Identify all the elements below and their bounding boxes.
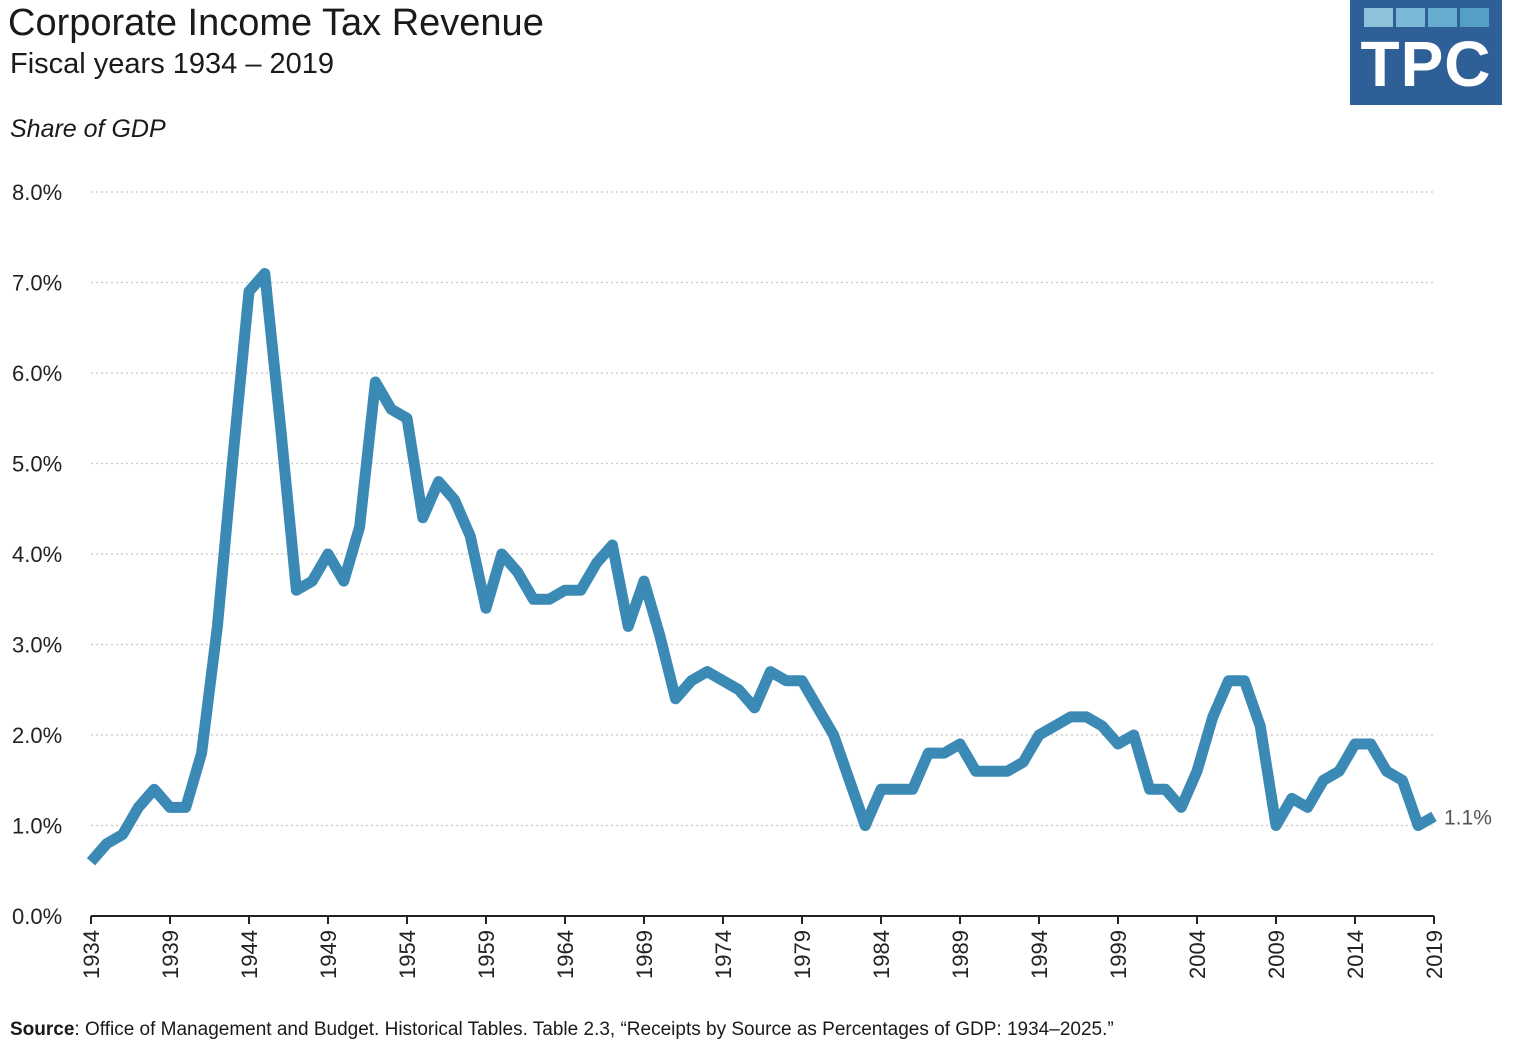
- y-tick-label: 7.0%: [12, 271, 62, 296]
- x-tick-label: 1959: [474, 930, 499, 979]
- y-tick-label: 8.0%: [12, 180, 62, 205]
- series-line: [86, 268, 1437, 866]
- x-tick-label: 1969: [632, 930, 657, 979]
- tpc-logo: TPC: [1350, 0, 1502, 105]
- x-tick-label: 1994: [1027, 930, 1052, 979]
- logo-square-3: [1428, 8, 1457, 27]
- x-tick-label: 1944: [237, 930, 262, 979]
- end-value-label: 1.1%: [1444, 806, 1492, 829]
- x-tick-label: 1964: [553, 930, 578, 979]
- y-tick-label: 5.0%: [12, 452, 62, 477]
- x-tick-label: 1984: [869, 930, 894, 979]
- x-tick-label: 2014: [1343, 930, 1368, 979]
- x-tick-label: 1974: [711, 930, 736, 979]
- y-tick-label: 6.0%: [12, 361, 62, 386]
- x-tick-label: 1954: [395, 930, 420, 979]
- y-tick-label: 0.0%: [12, 904, 62, 929]
- x-tick-label: 1989: [948, 930, 973, 979]
- x-tick-label: 1949: [316, 930, 341, 979]
- x-tick-label: 2009: [1264, 930, 1289, 979]
- logo-square-2: [1396, 8, 1425, 27]
- chart-subtitle: Fiscal years 1934 – 2019: [10, 48, 335, 80]
- source-label: Source: [10, 1019, 75, 1040]
- chart-title: Corporate Income Tax Revenue: [8, 2, 544, 44]
- x-tick-label: 2004: [1185, 930, 1210, 979]
- logo-square-4: [1460, 8, 1489, 27]
- y-tick-label: 3.0%: [12, 633, 62, 658]
- y-axis-unit-label: Share of GDP: [10, 115, 166, 143]
- source-text: : Office of Management and Budget. Histo…: [74, 1019, 1114, 1040]
- x-tick-label: 1999: [1106, 930, 1131, 979]
- y-tick-label: 2.0%: [12, 723, 62, 748]
- x-tick-label: 1979: [790, 930, 815, 979]
- source-note: Source: Office of Management and Budget.…: [10, 1019, 1114, 1041]
- y-tick-label: 1.0%: [12, 814, 62, 839]
- x-tick-label: 1934: [79, 930, 104, 979]
- logo-square-1: [1364, 8, 1393, 27]
- line-chart: 0.0% 1.0% 2.0% 3.0% 4.0% 5.0% 6.0% 7.0% 8.0% 1934…: [12, 180, 1492, 979]
- x-tick-label: 1939: [158, 930, 183, 979]
- x-tick-label: 2019: [1422, 930, 1447, 979]
- y-tick-label: 4.0%: [12, 542, 62, 567]
- logo-text: TPC: [1360, 28, 1492, 100]
